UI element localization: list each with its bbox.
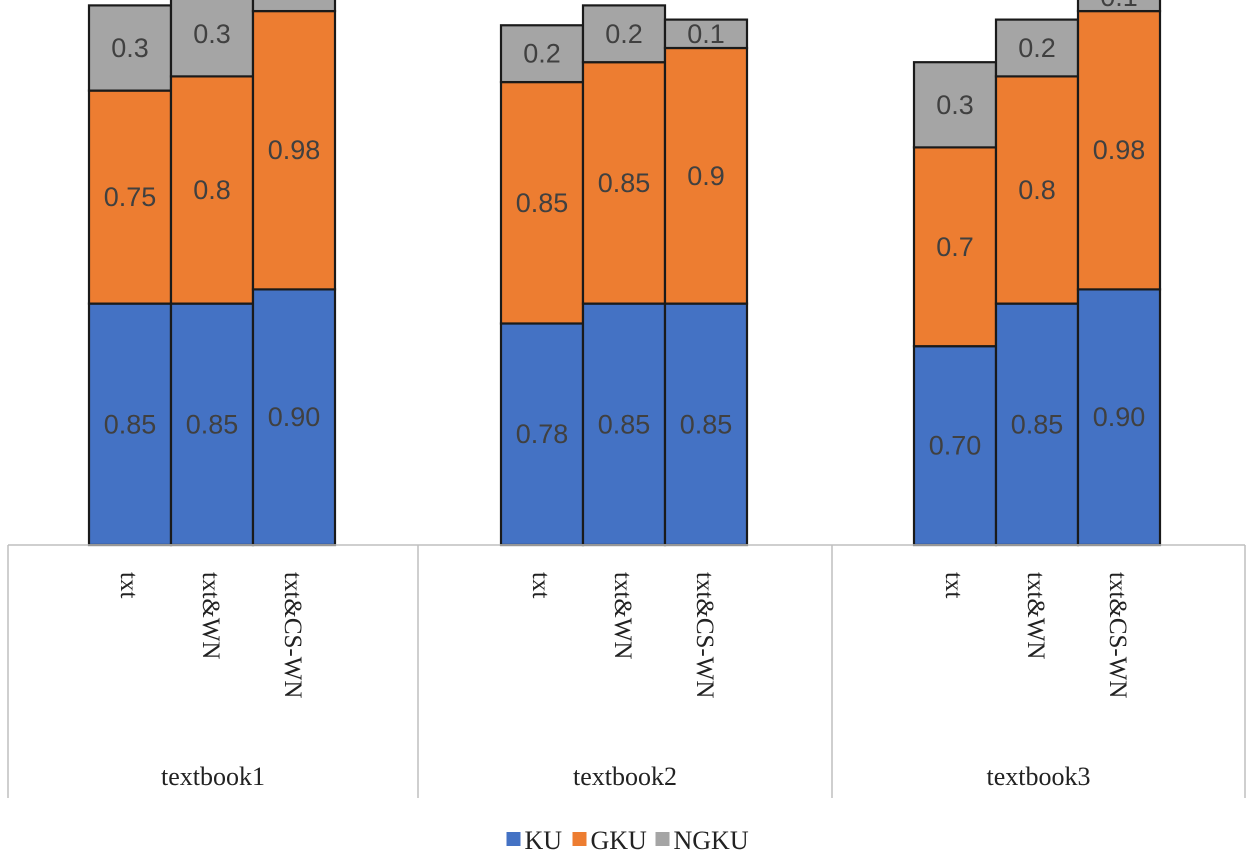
category-axis: txt txt&WN txt&CS-WN textbook1 txt txt&WN txt&… — [7, 544, 1246, 798]
data-label-gku-textbook1-2: 0.8 — [193, 175, 231, 205]
bar-ngku-textbook1-3 — [251, 0, 337, 13]
legend-swatch-gku — [572, 832, 587, 846]
data-label-ku-textbook3-2: 0.85 — [1011, 409, 1064, 439]
legend-label-ku: KU — [525, 826, 563, 855]
tick-label-textbook3-2: txt&WN — [1022, 572, 1049, 660]
data-label-ngku-textbook3-3: 0.1 — [1100, 0, 1138, 12]
data-label-ngku-textbook2-2: 0.2 — [605, 19, 643, 49]
group-label-textbook1: textbook1 — [161, 762, 265, 791]
bar-gku-textbook2-2 — [581, 61, 667, 305]
data-label-ngku-textbook1-2: 0.3 — [193, 19, 231, 49]
data-label-ku-textbook3-3: 0.90 — [1093, 402, 1146, 432]
data-label-ku-textbook1-2: 0.85 — [186, 409, 239, 439]
data-label-gku-textbook2-3: 0.9 — [687, 161, 725, 191]
data-label-ku-textbook1-1: 0.85 — [104, 409, 157, 439]
data-label-ngku-textbook3-1: 0.3 — [936, 90, 974, 120]
bar-ku-textbook1-3 — [251, 288, 337, 547]
bar-ku-textbook2-2 — [581, 302, 667, 547]
bar-gku-textbook1-1 — [87, 89, 173, 305]
tick-label-textbook2-1: txt — [527, 572, 554, 598]
data-label-ku-textbook1-3: 0.90 — [268, 402, 321, 432]
data-label-ku-textbook3-1: 0.70 — [929, 431, 982, 461]
data-label-gku-textbook1-1: 0.75 — [104, 182, 157, 212]
tick-label-textbook3-1: txt — [940, 572, 967, 598]
group-label-textbook3: textbook3 — [987, 762, 1091, 791]
bar-gku-textbook3-1 — [912, 146, 998, 348]
data-label-ngku-textbook1-1: 0.3 — [111, 33, 149, 63]
data-label-ku-textbook2-2: 0.85 — [598, 409, 651, 439]
tick-label-textbook1-3: txt&CS-WN — [279, 572, 306, 698]
data-label-gku-textbook3-2: 0.8 — [1018, 175, 1056, 205]
bar-ngku-textbook2-2 — [581, 4, 667, 64]
bar-gku-textbook3-3 — [1076, 9, 1162, 291]
bar-ngku-textbook3-2 — [994, 18, 1080, 78]
legend-swatch-ngku — [655, 832, 670, 846]
bars-layer: 0.85 0.75 0.3 0.85 0.8 0.3 0.90 0.98 0.2 0.78 0.85… — [87, 0, 1162, 547]
legend-swatch-ku — [506, 832, 521, 846]
data-label-ngku-textbook3-2: 0.2 — [1018, 33, 1056, 63]
data-label-gku-textbook3-3: 0.98 — [1093, 135, 1146, 165]
data-label-ku-textbook2-1: 0.78 — [516, 419, 569, 449]
bar-ku-textbook3-2 — [994, 302, 1080, 547]
bar-ku-textbook1-1 — [87, 302, 173, 547]
tick-label-textbook1-2: txt&WN — [197, 572, 224, 660]
tick-label-textbook1-1: txt — [115, 572, 142, 598]
legend-label-ngku: NGKU — [674, 826, 749, 855]
data-label-gku-textbook2-2: 0.85 — [598, 168, 651, 198]
group-label-textbook2: textbook2 — [573, 762, 677, 791]
bar-ngku-textbook3-1 — [912, 61, 998, 149]
data-label-gku-textbook1-3: 0.98 — [268, 135, 321, 165]
tick-label-textbook2-2: txt&WN — [609, 572, 636, 660]
bar-ngku-textbook1-1 — [87, 4, 173, 92]
bar-ngku-textbook1-2 — [169, 0, 255, 78]
bar-gku-textbook1-3 — [251, 9, 337, 291]
bar-gku-textbook1-2 — [169, 75, 255, 305]
data-label-gku-textbook2-1: 0.85 — [516, 188, 569, 218]
tick-label-textbook2-3: txt&CS-WN — [691, 572, 718, 698]
data-label-gku-textbook3-1: 0.7 — [936, 232, 974, 262]
bar-gku-textbook3-2 — [994, 75, 1080, 305]
bar-ngku-textbook2-1 — [499, 24, 585, 84]
data-label-ku-textbook2-3: 0.85 — [680, 409, 733, 439]
legend: KU GKU NGKU — [506, 826, 749, 855]
bar-ngku-textbook3-3 — [1076, 0, 1162, 13]
legend-label-gku: GKU — [591, 826, 648, 855]
bar-gku-textbook2-3 — [663, 46, 749, 305]
data-label-ngku-textbook2-3: 0.1 — [687, 19, 725, 49]
bar-ngku-textbook2-3 — [663, 18, 749, 50]
tick-label-textbook3-3: txt&CS-WN — [1104, 572, 1131, 698]
data-label-ngku-textbook2-1: 0.2 — [523, 39, 561, 69]
bar-gku-textbook2-1 — [499, 80, 585, 325]
